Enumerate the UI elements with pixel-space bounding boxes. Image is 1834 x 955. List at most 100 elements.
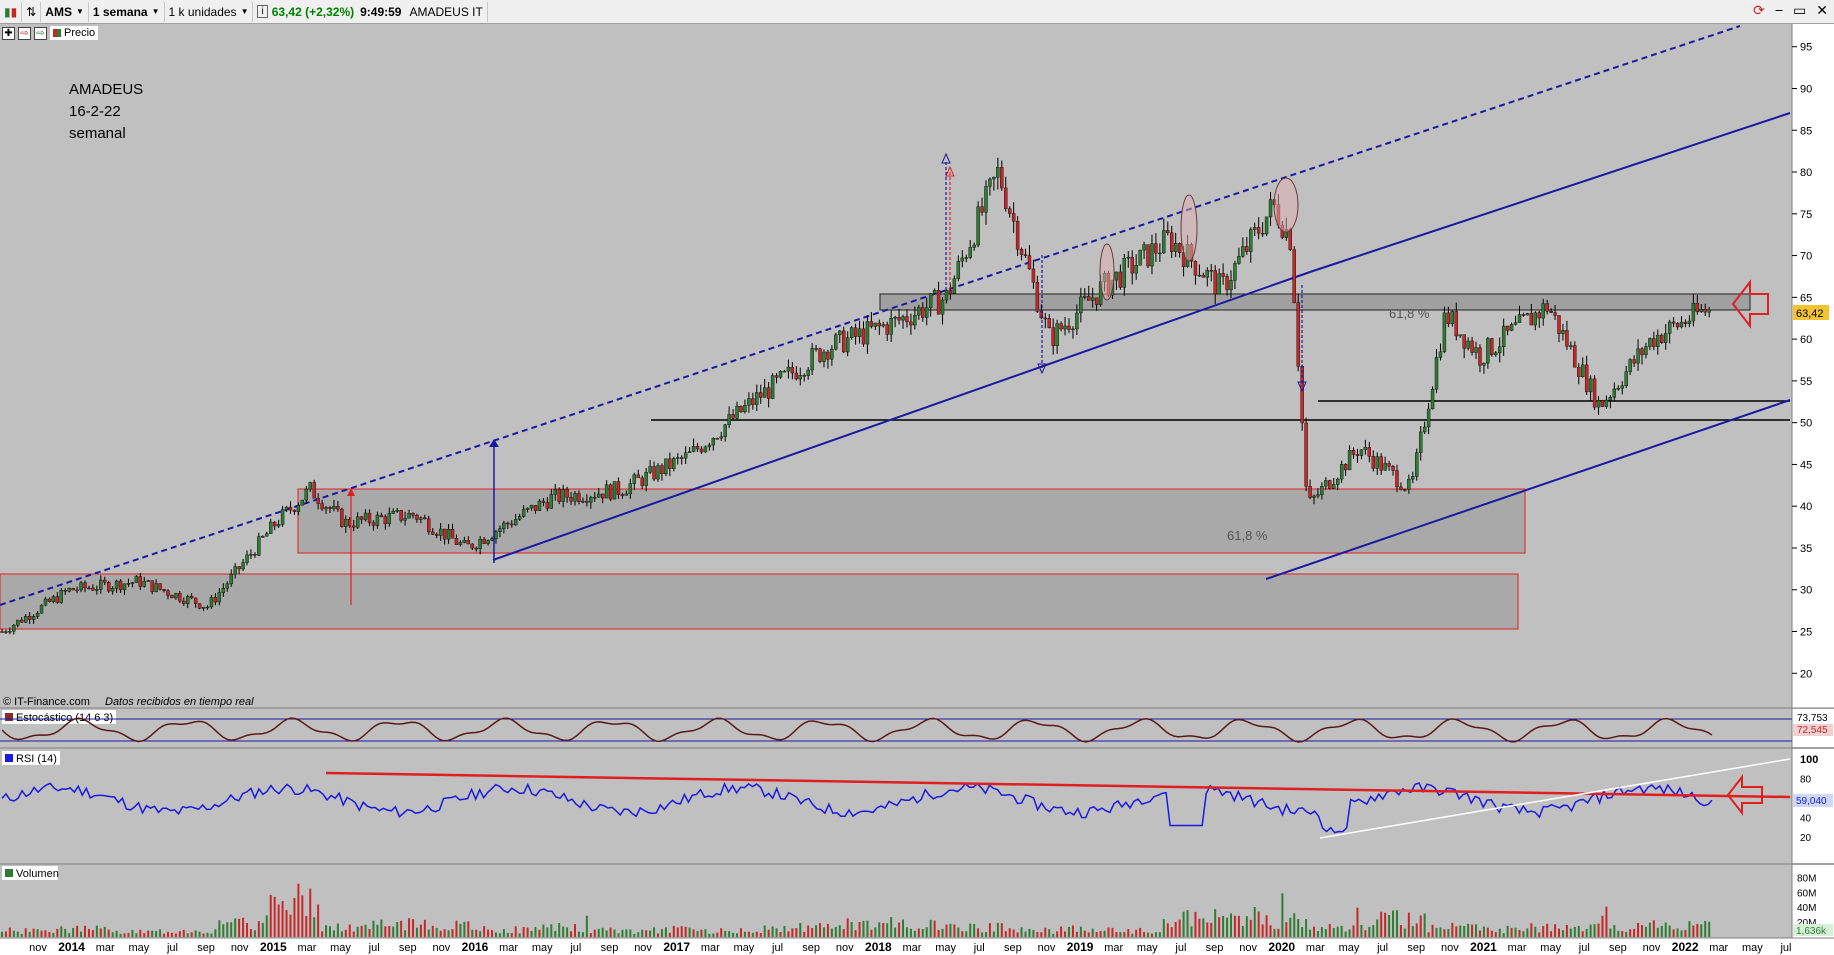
period-select[interactable]: 1 semana ▼ <box>89 1 165 22</box>
time-axis-year: 2022 <box>1672 940 1699 954</box>
candle-body <box>1359 449 1364 456</box>
volume-bar <box>242 917 245 937</box>
volume-bar <box>1293 913 1296 937</box>
rsi-tick-label: 100 <box>1800 754 1818 766</box>
volume-bar <box>83 925 86 937</box>
volume-bar <box>427 929 430 937</box>
add-indicator-icon[interactable]: ✚ <box>2 26 15 40</box>
volume-bar <box>704 929 707 937</box>
candle-body <box>573 493 577 502</box>
volume-bar <box>1640 925 1643 937</box>
close-icon[interactable]: ✕ <box>1816 2 1828 18</box>
volume-bar <box>1629 929 1632 937</box>
compare-icon[interactable]: ⇅ <box>22 1 42 22</box>
time-axis-month: jul <box>771 942 783 954</box>
rsi-line <box>1 781 1713 834</box>
time-axis-year: 2018 <box>865 940 892 954</box>
time-axis-year: 2016 <box>462 940 489 954</box>
candle-body <box>1383 463 1387 471</box>
volume-bar <box>822 927 825 937</box>
price-tick-label: 45 <box>1800 459 1812 471</box>
chart-subbar: ✚ ⇨ ⇨ Precio <box>0 25 99 41</box>
candle-body <box>1162 230 1166 254</box>
minimize-icon[interactable]: − <box>1774 2 1784 18</box>
candle-body <box>755 392 759 405</box>
candle-body <box>1173 243 1178 252</box>
candle-body <box>932 290 937 294</box>
candle-body <box>363 512 368 520</box>
volume-bar <box>80 931 83 937</box>
candle-body <box>379 514 384 517</box>
volume-bar <box>388 925 391 937</box>
import-icon[interactable]: ⇨ <box>34 26 47 40</box>
restore-icon[interactable]: ▭ <box>1793 2 1807 18</box>
candle-body <box>482 538 486 544</box>
volume-value: 1,636k <box>1796 926 1827 937</box>
candle-body <box>1328 480 1332 489</box>
candle-body <box>948 290 953 294</box>
volume-bar <box>1328 924 1331 937</box>
candle-body <box>158 583 162 590</box>
chart-type-icon[interactable]: ▮ ▮ <box>0 1 23 22</box>
volume-bar <box>1494 932 1497 937</box>
candle-body <box>1403 489 1407 491</box>
volume-bar <box>1506 925 1509 937</box>
candle-body <box>529 505 534 509</box>
price-tick-label: 80 <box>1800 167 1812 179</box>
time-axis-month: nov <box>29 942 47 954</box>
candle-body <box>1055 323 1059 347</box>
volume-bar <box>344 929 347 937</box>
candle-body <box>1071 328 1075 331</box>
candle-body <box>1584 364 1589 393</box>
candle-body <box>1703 308 1707 313</box>
volume-bar <box>874 927 877 937</box>
candle-body <box>1371 456 1375 469</box>
volume-bar <box>447 930 450 937</box>
channel-upper <box>1309 112 1791 273</box>
candle-body <box>1648 338 1652 347</box>
volume-bar <box>1589 924 1592 937</box>
volume-bar <box>767 929 770 937</box>
volume-bar <box>625 929 628 937</box>
export-icon[interactable]: ⇨ <box>18 26 31 40</box>
candle-body <box>565 489 569 498</box>
rsi-value-bg <box>1793 794 1833 807</box>
time-axis-month: mar <box>96 942 115 954</box>
candle-body <box>877 322 881 327</box>
candle-body <box>478 538 482 549</box>
volume-bar <box>672 925 675 937</box>
candle-body <box>276 524 281 527</box>
candle-body <box>711 438 716 446</box>
candle-body <box>35 612 40 617</box>
volume-bar <box>111 932 114 937</box>
volume-bar <box>1060 926 1063 937</box>
symbol-select[interactable]: AMS ▼ <box>41 1 89 22</box>
candle-body <box>1581 364 1585 377</box>
volume-bar <box>269 894 272 937</box>
volume-bar <box>40 930 43 937</box>
stochastic-title: Estocástico (14 6 3) <box>16 712 113 724</box>
candle-body <box>1517 314 1522 323</box>
candle-body <box>8 630 12 633</box>
volume-title: Volumen <box>16 868 59 880</box>
volume-bar <box>917 928 920 937</box>
candle-body <box>316 497 320 504</box>
time-axis-month: jul <box>1174 942 1186 954</box>
volume-bar <box>1194 911 1197 937</box>
time-axis-month: sep <box>601 942 619 954</box>
candle-body <box>1620 385 1624 389</box>
volume-tick-label: 60M <box>1797 888 1816 899</box>
candle-body <box>687 451 692 453</box>
volume-bar <box>1407 912 1410 937</box>
candle-body <box>320 503 324 510</box>
candle-body <box>1565 330 1569 347</box>
volume-bar <box>246 923 249 937</box>
units-select[interactable]: 1 k unidades ▼ <box>165 1 254 22</box>
volume-bar <box>214 929 217 937</box>
candle-body <box>660 465 664 475</box>
candle-body <box>506 522 510 525</box>
volume-bar <box>617 933 620 937</box>
candle-body <box>680 457 684 459</box>
volume-bar <box>1380 911 1383 937</box>
refresh-icon[interactable]: ⟳ <box>1753 2 1765 18</box>
